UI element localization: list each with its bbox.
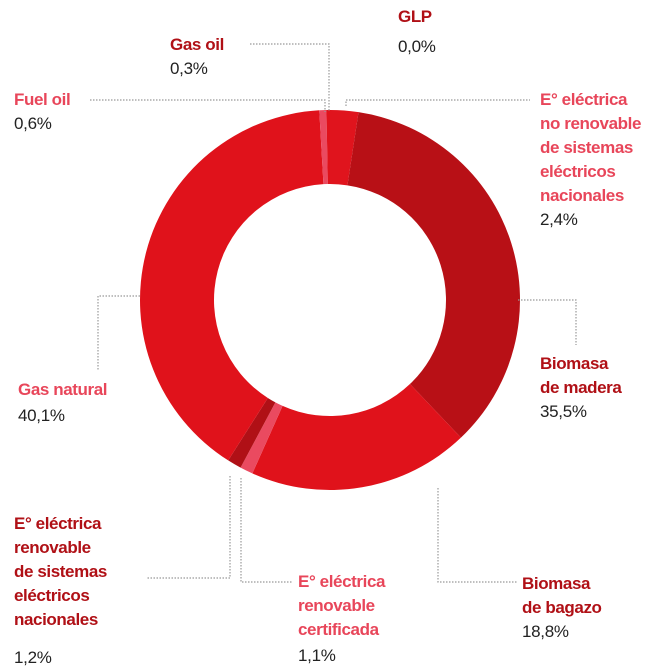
slice-label: Fuel oil	[14, 90, 71, 109]
leader-line	[240, 478, 292, 583]
donut-slice	[347, 112, 521, 438]
value-label: 1,1%	[298, 646, 336, 665]
slice-label: Biomasa de madera	[540, 354, 622, 397]
value-label: 0,3%	[170, 59, 208, 78]
slice-label: Biomasa de bagazo	[522, 574, 602, 617]
slice-label: Gas natural	[18, 380, 108, 399]
donut-slice	[252, 384, 461, 490]
donut-slice	[228, 397, 276, 468]
donut-slice	[326, 110, 330, 185]
value-label: 2,4%	[540, 210, 578, 229]
slice-label: GLP	[398, 7, 432, 26]
slice-label: E° eléctrica renovable de sistemas eléct…	[14, 514, 107, 629]
donut-slice	[330, 110, 359, 186]
leader-line	[250, 43, 330, 112]
value-label: 40,1%	[18, 406, 65, 425]
value-label: 1,2%	[14, 648, 52, 667]
value-label: 0,6%	[14, 114, 52, 133]
donut-slice	[240, 402, 283, 474]
leader-line	[97, 295, 140, 370]
leader-line	[437, 488, 518, 583]
leader-line	[90, 99, 326, 112]
donut-slice	[140, 110, 324, 461]
slice-label: Gas oil	[170, 35, 224, 54]
leader-line	[518, 299, 577, 345]
value-label: 18,8%	[522, 622, 569, 641]
value-label: 35,5%	[540, 402, 587, 421]
value-label: 0,0%	[398, 37, 436, 56]
leader-line	[345, 99, 530, 106]
slice-label: E° eléctrica no renovable de sistemas el…	[540, 90, 642, 205]
slice-label: E° eléctrica renovable certificada	[298, 572, 386, 639]
leader-line	[146, 476, 231, 579]
donut-slice	[319, 110, 328, 185]
